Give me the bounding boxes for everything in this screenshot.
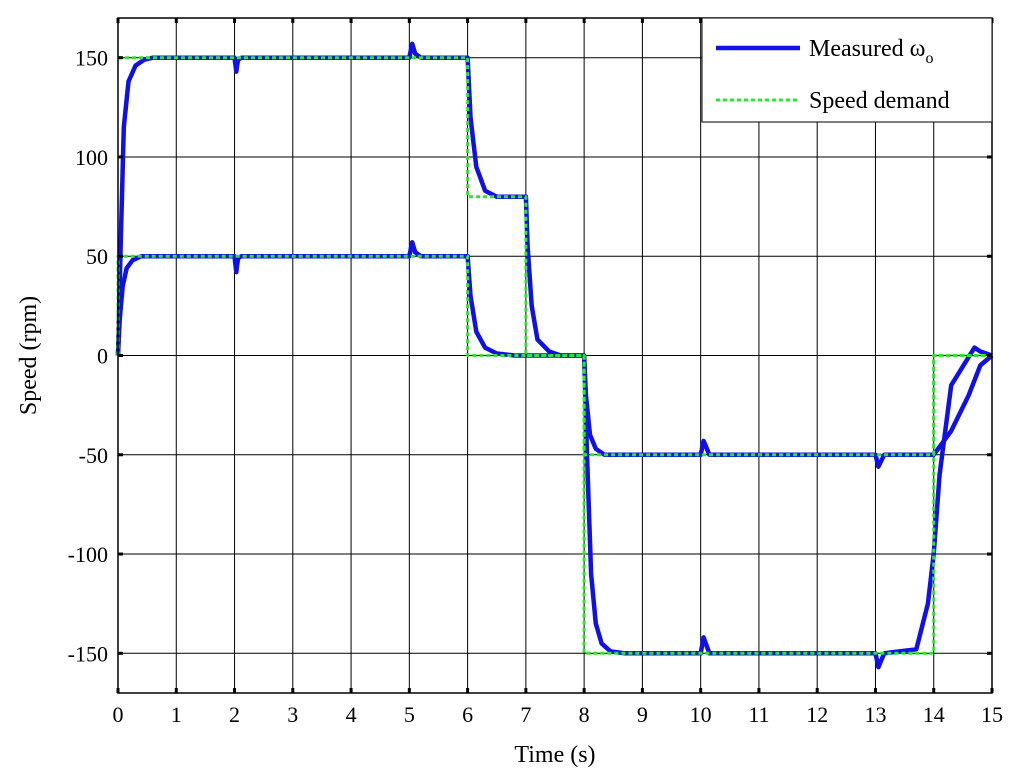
x-tick-label: 2 xyxy=(229,702,240,727)
y-tick-labels: -150 -100 -50 0 50 100 150 xyxy=(68,46,108,667)
y-tick-label: -50 xyxy=(79,443,108,468)
y-tick-label: -150 xyxy=(68,641,108,666)
legend-entry-label: Measured ωo xyxy=(809,36,933,67)
y-tick-label: 50 xyxy=(86,244,108,269)
x-tick-label: 15 xyxy=(981,702,1003,727)
legend-entry-text: Measured ω xyxy=(809,36,925,62)
series-layer xyxy=(115,41,994,670)
x-tick-label: 6 xyxy=(462,702,473,727)
x-tick-label: 7 xyxy=(520,702,531,727)
y-tick-label: -100 xyxy=(68,542,108,567)
y-tick-label: 150 xyxy=(75,46,108,71)
y-tick-label: 0 xyxy=(97,344,108,369)
x-tick-label: 1 xyxy=(171,702,182,727)
x-tick-label: 4 xyxy=(346,702,357,727)
x-tick-label: 5 xyxy=(404,702,415,727)
x-tick-label: 10 xyxy=(690,702,712,727)
legend-entry-text: Speed demand xyxy=(809,88,950,114)
legend-box xyxy=(701,17,993,123)
x-tick-label: 12 xyxy=(806,702,828,727)
x-tick-label: 9 xyxy=(637,702,648,727)
x-tick-label: 11 xyxy=(748,702,769,727)
axis-ticks xyxy=(116,18,994,693)
x-tick-label: 13 xyxy=(864,702,886,727)
y-axis-label: Speed (rpm) xyxy=(16,296,42,415)
x-tick-label: 0 xyxy=(113,702,124,727)
x-tick-labels: 0 1 2 3 4 5 6 7 8 9 10 11 12 13 14 15 xyxy=(113,702,1004,727)
legend: Measured ωo Speed demand xyxy=(701,17,993,123)
legend-entry-label: Speed demand xyxy=(809,88,950,114)
x-tick-label: 8 xyxy=(579,702,590,727)
x-tick-label: 3 xyxy=(287,702,298,727)
legend-entry-subscript: o xyxy=(925,50,933,67)
x-tick-label: 14 xyxy=(923,702,945,727)
x-axis-label: Time (s) xyxy=(514,742,595,768)
y-tick-label: 100 xyxy=(75,145,108,170)
